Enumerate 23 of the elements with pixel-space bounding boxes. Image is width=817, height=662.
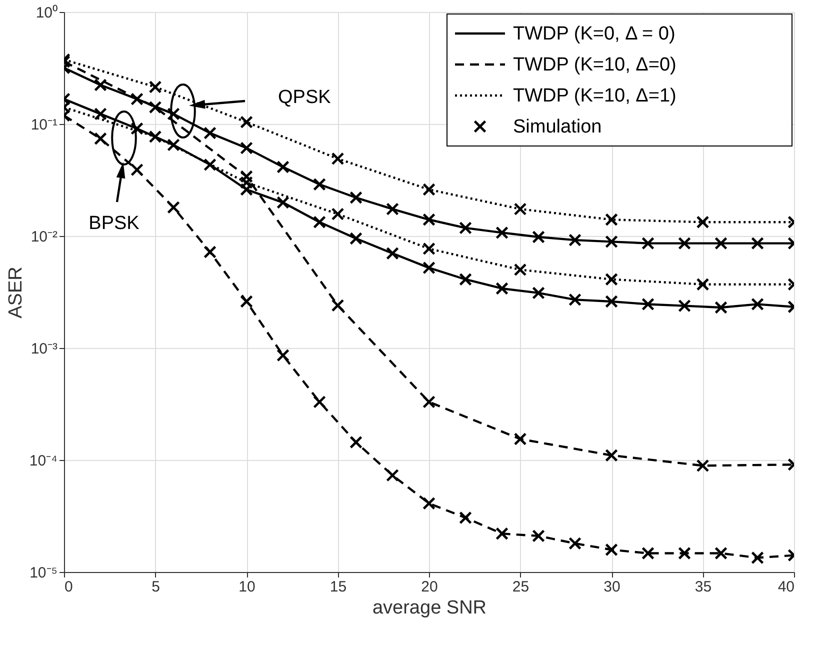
x-tick-label: 20	[421, 578, 438, 596]
y-axis-title: ASER	[5, 266, 26, 318]
x-axis-title: average SNR	[372, 598, 487, 618]
annotation: QPSK	[278, 87, 332, 108]
annotation: BPSK	[88, 213, 140, 234]
legend-label: TWDP (K=10, Δ=1)	[513, 86, 676, 106]
x-tick-label: 25	[512, 578, 530, 596]
legend-label: Simulation	[513, 116, 602, 138]
legend-label: TWDP (K=10, Δ=0)	[513, 54, 676, 76]
legend-label: TWDP (K=0, Δ = 0)	[513, 24, 676, 44]
y-tick-label: 10⁻⁵	[30, 564, 58, 582]
y-tick-label: 10⁻⁴	[29, 452, 58, 470]
x-tick-label: 40	[778, 578, 794, 596]
y-tick-label: 10⁻³	[30, 340, 58, 358]
x-tick-label: 0	[64, 578, 73, 596]
x-tick-label: 30	[604, 578, 620, 596]
y-tick-label: 10⁰	[36, 4, 58, 22]
x-tick-label: 5	[152, 578, 160, 596]
x-tick-label: 10	[238, 578, 256, 596]
x-tick-label: 15	[330, 578, 347, 596]
y-tick-label: 10⁻¹	[30, 116, 58, 134]
y-tick-label: 10⁻²	[30, 228, 58, 246]
x-tick-label: 35	[694, 578, 712, 596]
